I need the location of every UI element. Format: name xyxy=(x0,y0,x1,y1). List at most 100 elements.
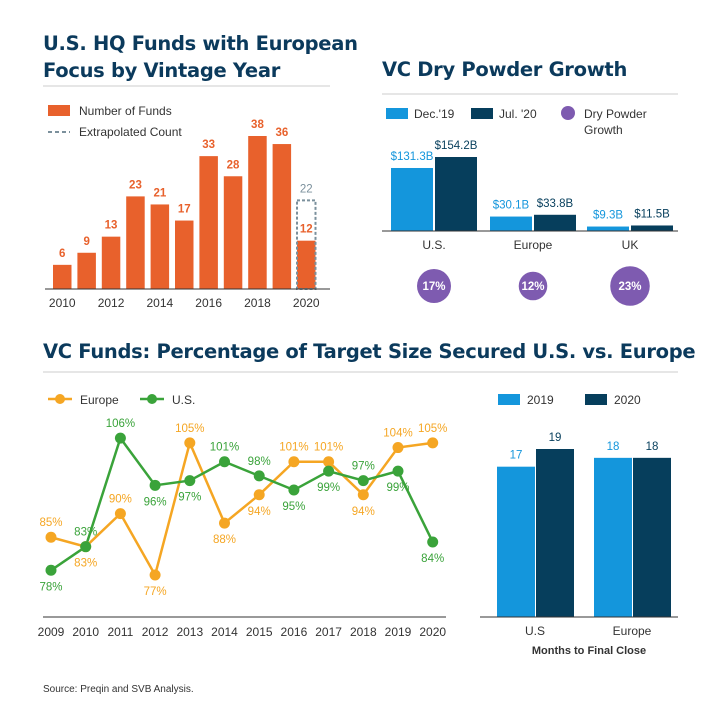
us-label-2017: 99% xyxy=(317,482,340,494)
europe-point-2014 xyxy=(219,517,230,529)
funds-bar-2014 xyxy=(150,204,170,289)
europe-label-2013: 105% xyxy=(175,423,204,435)
us-label-2011: 106% xyxy=(106,418,135,430)
us-label-2019: 99% xyxy=(386,482,409,494)
funds-bar-2015 xyxy=(175,220,194,289)
europe-label-2020: 105% xyxy=(418,423,447,435)
dry-powder-bar-us-dec19 xyxy=(391,167,433,231)
legend-growth-label-line-2: Growth xyxy=(584,123,623,137)
us-point-2018 xyxy=(357,475,369,487)
dry-powder-chart-title: VC Dry Powder Growth xyxy=(382,58,628,81)
legend-number-of-funds-label: Number of Funds xyxy=(79,104,172,118)
us-label-2014: 101% xyxy=(210,442,239,454)
funds-x-tick-2020: 2020 xyxy=(293,296,320,310)
target-size-x-tick-2015: 2015 xyxy=(246,625,273,639)
target-size-chart-title: VC Funds: Percentage of Target Size Secu… xyxy=(43,340,696,363)
dry-powder-label-us-jul20: $154.2B xyxy=(435,140,478,152)
funds-bar-label-2015: 17 xyxy=(178,204,191,216)
us-label-2009: 78% xyxy=(39,581,62,593)
funds-bar-label-2016: 33 xyxy=(202,139,215,151)
funds-bar-label-2018: 38 xyxy=(251,119,264,131)
legend-jul20-swatch xyxy=(471,108,493,119)
us-label-2010: 83% xyxy=(74,527,97,539)
close-label-us-2019: 17 xyxy=(510,450,523,462)
funds-bar-2012 xyxy=(101,236,121,289)
funds-bar-2020 xyxy=(297,240,316,289)
dry-powder-bar-us-jul20 xyxy=(435,157,477,231)
funds-chart-title-line-2: Focus by Vintage Year xyxy=(43,59,281,82)
months-to-close-axis-label: Months to Final Close xyxy=(532,645,646,657)
europe-label-2010: 83% xyxy=(74,558,97,570)
target-size-x-tick-2019: 2019 xyxy=(385,625,412,639)
europe-point-2015 xyxy=(253,489,265,501)
us-point-2011 xyxy=(114,432,126,444)
europe-point-2016 xyxy=(288,456,300,468)
us-point-2017 xyxy=(323,465,335,477)
legend-us-label: U.S. xyxy=(172,393,195,407)
target-size-x-tick-2013: 2013 xyxy=(176,625,203,639)
europe-label-2017: 101% xyxy=(314,442,343,454)
europe-label-2011: 90% xyxy=(109,494,132,506)
us-label-2013: 97% xyxy=(178,492,201,504)
legend-2019-label: 2019 xyxy=(527,393,554,407)
funds-bar-label-2010: 6 xyxy=(59,248,65,260)
close-label-us-2020: 19 xyxy=(549,432,562,444)
growth-label-us: 17% xyxy=(422,281,445,293)
europe-label-2019: 104% xyxy=(383,428,412,440)
us-point-2019 xyxy=(392,465,404,477)
funds-bar-2013 xyxy=(126,196,145,289)
europe-point-2017 xyxy=(323,456,335,468)
source-note: Source: Preqin and SVB Analysis. xyxy=(43,684,194,695)
close-bar-europe-2020 xyxy=(633,457,671,617)
funds-bar-label-2014: 21 xyxy=(153,187,166,199)
legend-europe-label: Europe xyxy=(80,393,119,407)
dry-powder-label-europe-dec19: $30.1B xyxy=(493,200,530,212)
us-point-2010 xyxy=(80,541,92,553)
us-label-2016: 95% xyxy=(282,501,305,513)
dry-powder-label-uk-jul20: $11.5B xyxy=(634,208,670,220)
close-bar-europe-2019 xyxy=(594,457,632,617)
close-bar-us-2020 xyxy=(536,449,574,617)
europe-point-2013 xyxy=(184,437,196,449)
us-point-2013 xyxy=(184,475,196,487)
close-x-tick-europe: Europe xyxy=(613,624,652,638)
legend-dec19-label: Dec.'19 xyxy=(414,107,455,121)
target-size-x-tick-2017: 2017 xyxy=(315,625,342,639)
europe-point-2019 xyxy=(392,442,404,454)
funds-bar-2019 xyxy=(272,144,292,289)
europe-label-2014: 88% xyxy=(213,534,236,546)
funds-bar-label-2019: 36 xyxy=(275,127,288,139)
legend-2020-label: 2020 xyxy=(614,393,641,407)
funds-bar-label-2011: 9 xyxy=(83,236,89,248)
target-size-x-tick-2016: 2016 xyxy=(281,625,308,639)
dry-powder-bar-uk-dec19 xyxy=(587,226,629,231)
funds-x-tick-2016: 2016 xyxy=(195,296,222,310)
europe-point-2009 xyxy=(45,531,57,543)
funds-x-tick-2010: 2010 xyxy=(49,296,76,310)
growth-label-uk: 23% xyxy=(618,281,641,293)
funds-chart-title: U.S. HQ Funds with European Focus by Vin… xyxy=(43,30,358,84)
us-point-2012 xyxy=(149,479,161,491)
europe-label-2016: 101% xyxy=(279,442,308,454)
us-label-2020: 84% xyxy=(421,553,444,565)
funds-x-tick-2012: 2012 xyxy=(98,296,125,310)
growth-bubble-us xyxy=(417,269,451,303)
funds-bar-2010 xyxy=(53,264,72,289)
us-label-2018: 97% xyxy=(352,461,375,473)
us-label-2012: 96% xyxy=(144,496,167,508)
europe-label-2018: 94% xyxy=(352,506,375,518)
funds-bar-2011 xyxy=(77,252,96,289)
dry-powder-label-us-dec19: $131.3B xyxy=(391,151,434,163)
dry-powder-label-uk-dec19: $9.3B xyxy=(593,210,623,222)
dry-powder-label-europe-jul20: $33.8B xyxy=(537,198,574,210)
europe-label-2015: 94% xyxy=(248,506,271,518)
europe-label-2012: 77% xyxy=(144,586,167,598)
europe-point-2012 xyxy=(149,569,161,581)
dry-powder-bar-europe-dec19 xyxy=(490,216,532,231)
legend-dec19-swatch xyxy=(386,108,408,119)
extrapolated-label-2020: 22 xyxy=(300,183,313,195)
dry-powder-x-tick-us: U.S. xyxy=(422,238,445,252)
funds-bar-label-2017: 28 xyxy=(227,159,240,171)
target-size-x-tick-2010: 2010 xyxy=(72,625,99,639)
